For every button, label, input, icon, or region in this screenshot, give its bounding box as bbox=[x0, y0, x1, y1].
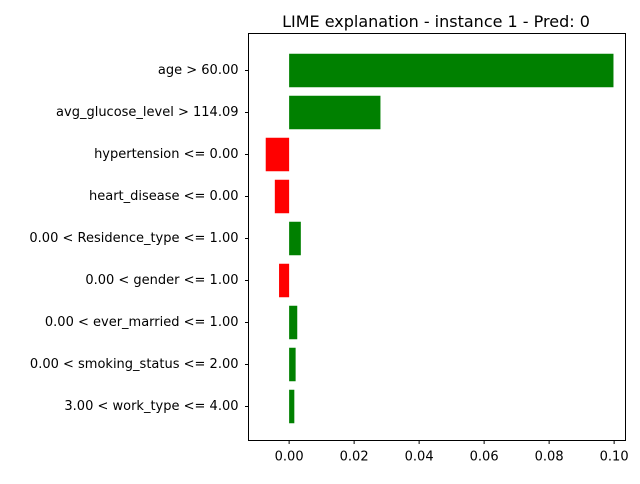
x-tick-label: 0.10 bbox=[600, 450, 629, 465]
bar-9 bbox=[289, 389, 295, 424]
bars-layer bbox=[265, 53, 614, 424]
x-tick-label: 0.06 bbox=[470, 450, 499, 465]
y-tick-label: 0.00 < ever_married <= 1.00 bbox=[45, 315, 239, 330]
bar-8 bbox=[289, 347, 296, 382]
y-tick-label: age > 60.00 bbox=[158, 63, 239, 78]
bar-3 bbox=[265, 137, 290, 172]
y-axis-ticks: age > 60.00 avg_glucose_level > 114.09 hyp… bbox=[29, 63, 249, 414]
bar-6 bbox=[279, 263, 290, 298]
bar-5 bbox=[289, 221, 301, 256]
y-tick-label: 0.00 < Residence_type <= 1.00 bbox=[29, 231, 238, 246]
y-tick-label: heart_disease <= 0.00 bbox=[89, 189, 239, 204]
bar-1 bbox=[289, 53, 614, 88]
axes-frame bbox=[248, 33, 626, 441]
x-axis-ticks: 0.00 0.02 0.04 0.06 0.08 0.10 bbox=[275, 440, 629, 465]
x-tick-label: 0.02 bbox=[340, 450, 369, 465]
chart-title: LIME explanation - instance 1 - Pred: 0 bbox=[282, 12, 590, 31]
x-tick-label: 0.04 bbox=[405, 450, 434, 465]
y-tick-label: 0.00 < smoking_status <= 2.00 bbox=[30, 357, 239, 372]
bar-2 bbox=[289, 95, 381, 130]
bar-7 bbox=[289, 305, 298, 340]
x-tick-label: 0.08 bbox=[535, 450, 564, 465]
y-tick-label: 3.00 < work_type <= 4.00 bbox=[64, 399, 238, 414]
y-tick-label: 0.00 < gender <= 1.00 bbox=[85, 273, 238, 288]
bar-4 bbox=[274, 179, 290, 214]
y-tick-label: hypertension <= 0.00 bbox=[94, 147, 238, 162]
y-tick-label: avg_glucose_level > 114.09 bbox=[56, 105, 238, 120]
x-tick-label: 0.00 bbox=[275, 450, 304, 465]
